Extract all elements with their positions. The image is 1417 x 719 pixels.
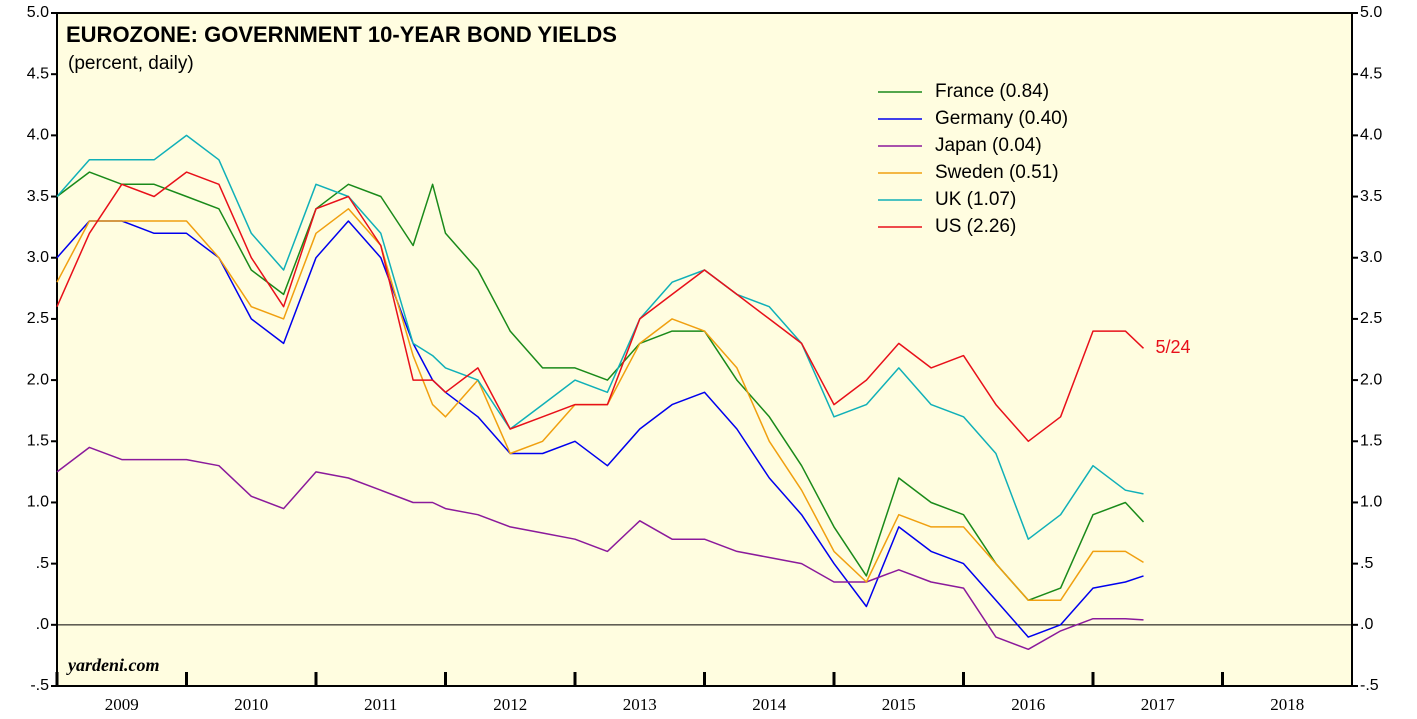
legend-label: Sweden (0.51) [935, 162, 1059, 183]
y2-tick-label: -.5 [1360, 677, 1379, 694]
legend-label: UK (1.07) [935, 189, 1016, 210]
y-tick-label: 5.0 [27, 4, 49, 21]
series-line [56, 171, 1145, 443]
y2-tick-label: 2.0 [1360, 371, 1382, 388]
legend-label: France (0.84) [935, 81, 1049, 102]
y2-tick-label: .5 [1360, 555, 1373, 572]
x-tick-label: 2018 [1270, 695, 1304, 714]
y-tick-label: 2.0 [27, 371, 49, 388]
y2-tick-label: 1.0 [1360, 494, 1382, 511]
y2-tick-label: 3.5 [1360, 188, 1382, 205]
chart-title: EUROZONE: GOVERNMENT 10-YEAR BOND YIELDS [66, 22, 617, 47]
y-tick-label: 2.5 [27, 310, 49, 327]
series-line [56, 446, 1144, 651]
x-tick-label: 2013 [623, 695, 657, 714]
series-line [56, 220, 1144, 638]
x-tick-label: 2011 [364, 695, 397, 714]
y-tick-label: .5 [36, 555, 49, 572]
y-tick-label: 4.0 [27, 127, 49, 144]
y2-tick-label: 1.5 [1360, 432, 1382, 449]
y-tick-label: 3.5 [27, 188, 49, 205]
y-tick-label: 1.0 [27, 494, 49, 511]
legend-label: Japan (0.04) [935, 135, 1042, 156]
y2-tick-label: .0 [1360, 616, 1373, 633]
watermark: yardeni.com [66, 655, 160, 675]
series-line [56, 171, 1145, 602]
y2-tick-label: 3.0 [1360, 249, 1382, 266]
y-tick-label: -.5 [30, 677, 49, 694]
plot-area [56, 12, 1353, 687]
x-tick-label: 2012 [493, 695, 527, 714]
y-tick-label: 4.5 [27, 65, 49, 82]
chart-subtitle: (percent, daily) [68, 53, 194, 74]
x-tick-label: 2016 [1011, 695, 1045, 714]
y-tick-label: 1.5 [27, 432, 49, 449]
x-tick-label: 2009 [105, 695, 139, 714]
x-tick-label: 2010 [234, 695, 268, 714]
y2-tick-label: 4.0 [1360, 127, 1382, 144]
y2-tick-label: 4.5 [1360, 65, 1382, 82]
y-tick-label: 3.0 [27, 249, 49, 266]
y-tick-label: .0 [36, 616, 49, 633]
y2-tick-label: 2.5 [1360, 310, 1382, 327]
x-tick-label: 2014 [752, 695, 787, 714]
legend-label: Germany (0.40) [935, 108, 1068, 129]
x-tick-label: 2015 [882, 695, 916, 714]
x-tick-label: 2017 [1141, 695, 1176, 714]
end-annotation: 5/24 [1156, 337, 1191, 357]
series-line [56, 134, 1144, 540]
y2-tick-label: 5.0 [1360, 4, 1382, 21]
legend-label: US (2.26) [935, 216, 1016, 237]
